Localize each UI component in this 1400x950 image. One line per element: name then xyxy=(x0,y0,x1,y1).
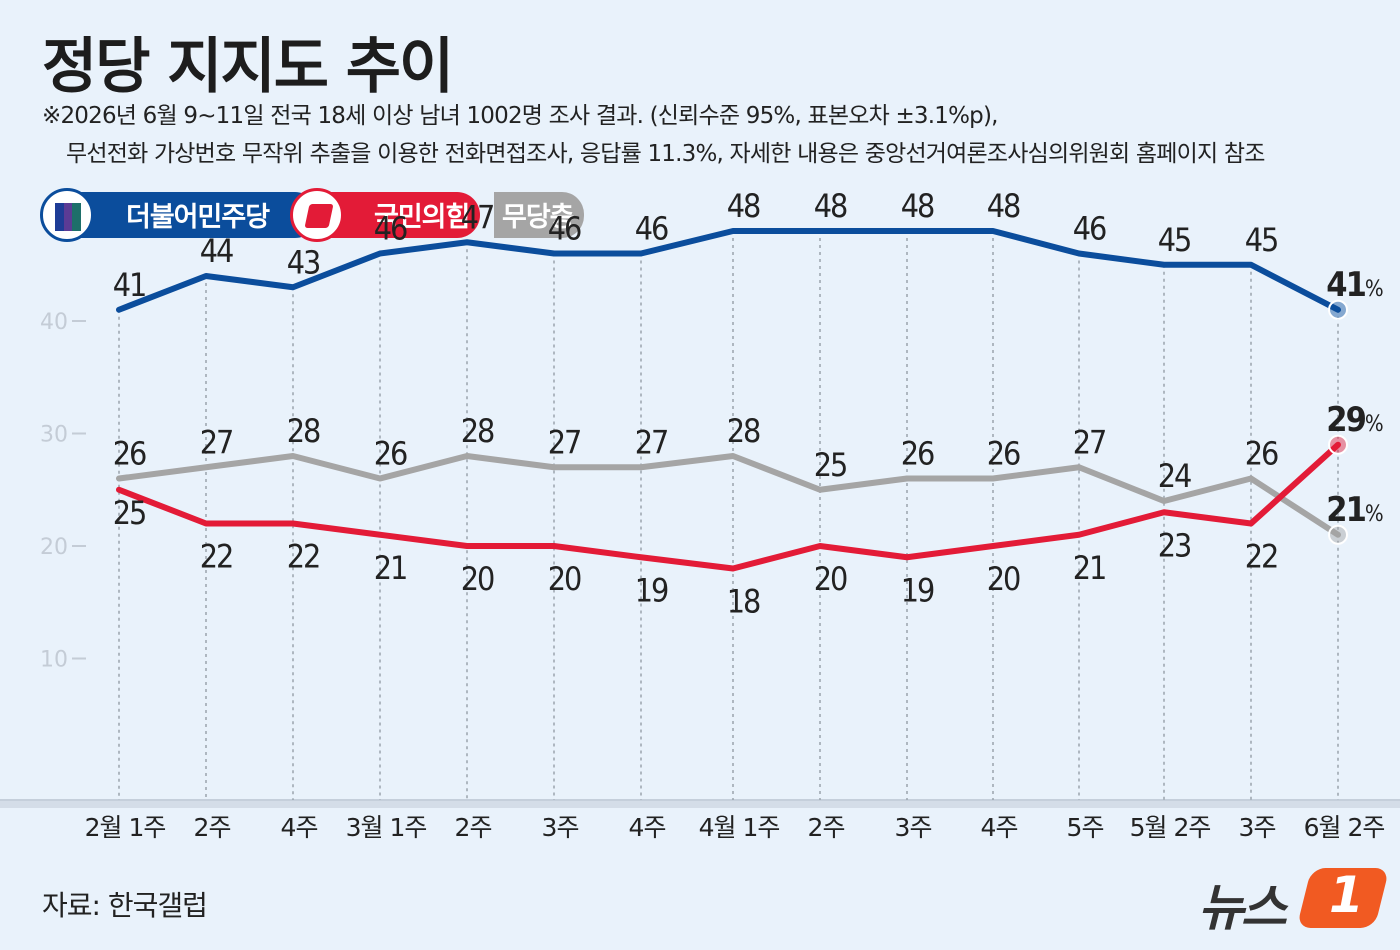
y-tick-label: 30 xyxy=(40,423,68,448)
data-label: 44 xyxy=(200,232,233,270)
series-line xyxy=(116,453,1341,538)
data-label: 20 xyxy=(814,560,847,598)
data-label: 27 xyxy=(548,423,581,461)
data-label: 28 xyxy=(461,412,494,450)
data-label: 18 xyxy=(727,583,760,621)
data-label: 26 xyxy=(987,435,1020,473)
x-tick-label: 5월 2주 xyxy=(1130,813,1211,842)
data-label: 28 xyxy=(287,412,320,450)
legend-label-democratic: 더불어민주당 xyxy=(126,202,270,233)
data-label: 24 xyxy=(1158,457,1191,495)
data-label: 47 xyxy=(461,198,494,236)
data-label: 20 xyxy=(461,560,494,598)
percent-suffix: % xyxy=(1365,502,1383,527)
data-label: 27 xyxy=(200,423,233,461)
series-line xyxy=(116,228,1341,313)
data-label: 26 xyxy=(113,435,146,473)
data-label: 48 xyxy=(814,187,847,225)
data-label: 23 xyxy=(1158,526,1191,564)
data-label: 22 xyxy=(200,538,233,576)
data-label: 25 xyxy=(113,494,146,532)
data-label: 26 xyxy=(1245,435,1278,473)
x-tick-label: 6월 2주 xyxy=(1304,813,1385,842)
y-tick-label: 10 xyxy=(40,648,68,673)
x-tick-label: 2주 xyxy=(455,813,492,842)
survey-note-line-2: 무선전화 가상번호 무작위 추출을 이용한 전화면접조사, 응답률 11.3%,… xyxy=(66,141,1265,167)
percent-suffix: % xyxy=(1365,277,1383,302)
data-label: 45 xyxy=(1158,221,1191,259)
data-label: 48 xyxy=(727,187,760,225)
x-tick-label: 4월 1주 xyxy=(699,813,780,842)
survey-note-line-1: ※2026년 6월 9~11일 전국 18세 이상 남녀 1002명 조사 결과… xyxy=(42,103,998,129)
data-label: 43 xyxy=(287,243,320,281)
x-tick-label: 2월 1주 xyxy=(85,813,166,842)
data-label: 41 xyxy=(113,266,146,304)
data-label: 22 xyxy=(1245,538,1278,576)
x-tick-label: 3주 xyxy=(542,813,579,842)
chart-title: 정당 지지도 추이 xyxy=(42,32,454,102)
democratic-party-logo-icon xyxy=(40,188,94,242)
x-tick-label: 4주 xyxy=(281,813,318,842)
logo-stripe xyxy=(55,203,64,231)
legend-label-independent: 무당층 xyxy=(502,202,575,233)
source-credit: 자료: 한국갤럽 xyxy=(42,889,208,922)
data-label: 48 xyxy=(901,187,934,225)
legend-pill-democratic xyxy=(62,192,318,238)
legend-item-independent: 무당층 xyxy=(494,192,584,238)
data-label: 41% xyxy=(1326,265,1383,305)
x-tick-label: 2주 xyxy=(808,813,845,842)
data-label: 19 xyxy=(635,571,668,609)
logo-text: 뉴스 xyxy=(1198,879,1287,937)
data-label: 46 xyxy=(1073,210,1106,248)
y-tick-label: 40 xyxy=(40,310,68,335)
data-label: 21 xyxy=(1073,549,1106,587)
logo-badge-number: 1 xyxy=(1329,866,1364,924)
ppp-party-logo-icon xyxy=(290,188,344,242)
data-label: 19 xyxy=(901,571,934,609)
percent-suffix: % xyxy=(1365,412,1383,437)
x-tick-label: 3월 1주 xyxy=(346,813,427,842)
data-label: 45 xyxy=(1245,221,1278,259)
x-tick-label: 4주 xyxy=(629,813,666,842)
x-axis-band xyxy=(0,800,1400,808)
series-line xyxy=(116,441,1341,572)
y-tick-label: 20 xyxy=(40,535,68,560)
data-label: 29% xyxy=(1326,400,1383,440)
series-endpoint-marker xyxy=(1328,434,1348,455)
data-label: 28 xyxy=(727,412,760,450)
data-label: 20 xyxy=(987,560,1020,598)
x-tick-label: 3주 xyxy=(1239,813,1276,842)
data-label: 26 xyxy=(374,435,407,473)
data-label: 20 xyxy=(548,560,581,598)
x-tick-label: 5주 xyxy=(1067,813,1104,842)
data-label: 46 xyxy=(635,210,668,248)
data-label: 26 xyxy=(901,435,934,473)
data-label: 27 xyxy=(1073,423,1106,461)
x-tick-label: 2주 xyxy=(194,813,231,842)
data-label: 25 xyxy=(814,446,847,484)
x-tick-label: 3주 xyxy=(895,813,932,842)
x-tick-label: 4주 xyxy=(981,813,1018,842)
data-label: 22 xyxy=(287,538,320,576)
data-label: 46 xyxy=(548,210,581,248)
legend-label-ppp: 국민의힘 xyxy=(374,202,470,233)
data-label: 21 xyxy=(374,549,407,587)
data-label: 21% xyxy=(1326,490,1383,530)
data-label: 46 xyxy=(374,210,407,248)
logo-stripe xyxy=(63,203,73,231)
data-label: 48 xyxy=(987,187,1020,225)
news1-logo: 뉴스 1 xyxy=(1196,866,1390,937)
logo-stripe xyxy=(72,203,82,231)
series-endpoint-marker xyxy=(1328,524,1348,545)
series-endpoint-marker xyxy=(1328,299,1348,320)
data-label: 27 xyxy=(635,423,668,461)
legend-item-democratic: 더불어민주당 xyxy=(40,188,318,244)
